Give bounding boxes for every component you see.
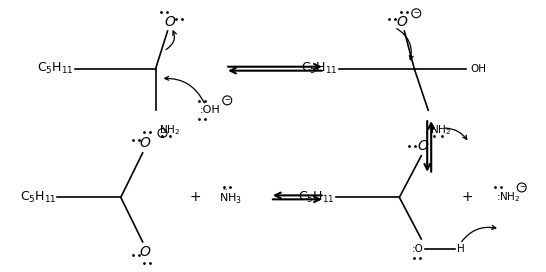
Text: $\mathregular{\ddot{N}}$H$_3$: $\mathregular{\ddot{N}}$H$_3$ bbox=[219, 189, 242, 206]
Text: OH: OH bbox=[470, 64, 486, 74]
Text: :O: :O bbox=[411, 244, 423, 254]
Text: :NH$_2$: :NH$_2$ bbox=[496, 190, 520, 204]
Text: O: O bbox=[397, 15, 408, 29]
Text: $\mathregular{C_5H_{11}}$: $\mathregular{C_5H_{11}}$ bbox=[20, 190, 56, 205]
Text: −: − bbox=[519, 184, 525, 190]
Text: −: − bbox=[159, 130, 165, 136]
Text: $\mathregular{C_5H_{11}}$: $\mathregular{C_5H_{11}}$ bbox=[298, 190, 335, 205]
FancyArrowPatch shape bbox=[397, 29, 413, 60]
Text: O: O bbox=[139, 136, 150, 150]
Text: O: O bbox=[139, 245, 150, 259]
Text: −: − bbox=[413, 10, 419, 16]
Text: +: + bbox=[189, 190, 201, 204]
FancyArrowPatch shape bbox=[166, 31, 176, 50]
FancyArrowPatch shape bbox=[462, 225, 496, 242]
Text: −: − bbox=[224, 97, 230, 103]
Text: $\mathregular{C_5H_{11}}$: $\mathregular{C_5H_{11}}$ bbox=[38, 61, 74, 76]
FancyArrowPatch shape bbox=[445, 128, 467, 140]
Text: $\mathregular{C_5H_{11}}$: $\mathregular{C_5H_{11}}$ bbox=[301, 61, 337, 76]
Text: H: H bbox=[457, 244, 465, 254]
Text: NH$_2$: NH$_2$ bbox=[158, 123, 180, 137]
Text: O: O bbox=[164, 15, 175, 29]
Text: +: + bbox=[461, 190, 473, 204]
Text: :OH: :OH bbox=[200, 105, 221, 115]
Text: O: O bbox=[418, 139, 429, 153]
Text: NH$_2$: NH$_2$ bbox=[430, 123, 452, 137]
FancyArrowPatch shape bbox=[165, 76, 204, 103]
